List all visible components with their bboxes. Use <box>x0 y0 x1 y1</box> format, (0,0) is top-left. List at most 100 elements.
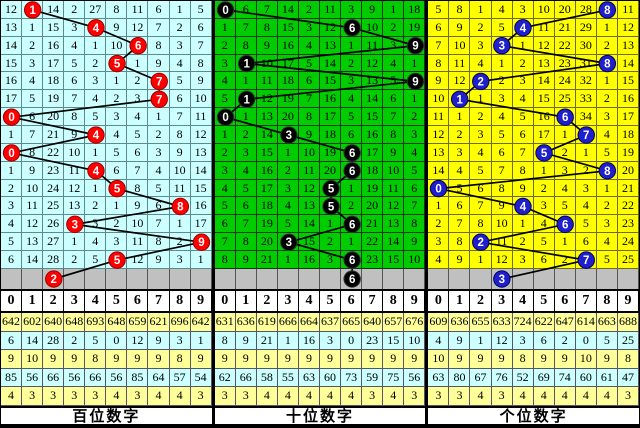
stat-row: 85 56 66 56 66 56 85 64 57 54 <box>1 368 212 387</box>
missing-count-cell: 2 <box>320 233 342 252</box>
missing-count-cell <box>428 179 450 198</box>
missing-count-cell: 2 <box>298 1 320 19</box>
stat-cell: 3 <box>404 387 426 406</box>
missing-count-cell: 14 <box>1 36 23 55</box>
missing-count-cell: 15 <box>256 143 278 162</box>
missing-count-cell <box>106 251 128 269</box>
missing-count-cell: 7 <box>383 108 405 127</box>
stat-cell: 602 <box>22 313 44 332</box>
missing-count-cell: 6 <box>470 179 492 198</box>
missing-count-cell: 7 <box>470 197 492 216</box>
predict-row-cell <box>169 268 191 289</box>
digit-header-cell: 9 <box>618 291 640 311</box>
missing-count-cell: 5 <box>1 233 23 252</box>
stat-cell: 9 <box>491 350 513 369</box>
missing-count-cell: 2 <box>85 197 107 216</box>
stat-cell: 73 <box>341 368 363 387</box>
digit-header-cell: 4 <box>299 291 320 311</box>
missing-count-cell: 20 <box>277 108 299 127</box>
digit-header-cell: 3 <box>64 291 86 311</box>
missing-count-cell: 7 <box>404 197 426 216</box>
missing-count-cell: 11 <box>298 161 320 180</box>
missing-count-cell: 6 <box>127 143 149 162</box>
missing-count-cell: 16 <box>43 36 65 55</box>
missing-count-cell: 7 <box>148 215 170 234</box>
predict-row-cell <box>404 268 426 289</box>
stat-cell: 640 <box>43 313 65 332</box>
missing-count-cell: 3 <box>85 72 107 91</box>
stat-cell: 640 <box>362 313 384 332</box>
panel-tens-digit: 6 7 14 2 11 3 9 1 18 1 7 8 15 3 12 10 2 19 2 8 9 16 4 13 1 11 3 3 10… <box>211 1 426 427</box>
missing-count-cell: 7 <box>127 161 149 180</box>
missing-count-cell: 2 <box>533 179 555 198</box>
missing-count-cell: 5 <box>22 90 44 109</box>
digit-header-cell: 9 <box>404 291 426 311</box>
stat-cell: 666 <box>277 313 299 332</box>
missing-count-cell: 7 <box>64 90 86 109</box>
missing-count-cell: 5 <box>148 179 170 198</box>
missing-count-cell <box>320 179 342 198</box>
stat-cell: 9 <box>1 350 23 369</box>
missing-count-cell: 1 <box>214 126 236 144</box>
missing-count-cell: 18 <box>43 72 65 91</box>
digit-header-cell: 8 <box>383 291 405 311</box>
stat-cell: 52 <box>512 368 534 387</box>
stat-cell: 10 <box>22 350 44 369</box>
missing-count-cell <box>533 143 555 162</box>
missing-count-cell: 6 <box>533 251 555 269</box>
missing-count-cell: 3 <box>127 90 149 109</box>
missing-count-cell: 1 <box>106 72 128 91</box>
predict-row-cell <box>277 268 299 289</box>
missing-count-cell: 7 <box>428 36 450 55</box>
missing-count-cell: 30 <box>575 36 597 55</box>
missing-count-cell: 11 <box>127 1 149 19</box>
missing-count-cell: 21 <box>43 126 65 144</box>
missing-count-cell: 5 <box>491 18 513 37</box>
stat-cell: 9 <box>533 350 555 369</box>
missing-count-cell <box>596 1 618 19</box>
missing-count-cell: 15 <box>383 251 405 269</box>
predict-row-cell <box>428 268 450 289</box>
missing-count-cell: 5 <box>512 108 534 127</box>
digit-header-cell: 6 <box>555 291 576 311</box>
stat-cell: 3 <box>362 387 384 406</box>
stat-cell: 609 <box>428 313 450 332</box>
stat-cell: 9 <box>214 350 236 369</box>
missing-count-cell: 9 <box>449 18 471 37</box>
stat-cell: 6 <box>1 331 23 350</box>
digit-header-cell: 3 <box>492 291 513 311</box>
missing-count-cell: 14 <box>256 126 278 144</box>
missing-count-cell: 3 <box>169 36 191 55</box>
missing-count-cell: 2 <box>596 197 618 216</box>
missing-count-cell: 3 <box>64 18 86 37</box>
missing-count-cell: 5 <box>341 108 363 127</box>
missing-count-cell: 5 <box>575 215 597 234</box>
missing-count-cell: 20 <box>554 1 576 19</box>
missing-count-cell: 3 <box>214 54 236 73</box>
missing-count-cell: 14 <box>190 161 212 180</box>
missing-count-cell: 4 <box>491 108 513 127</box>
missing-count-cell: 15 <box>320 72 342 91</box>
missing-count-cell: 2 <box>169 233 191 252</box>
missing-count-cell <box>341 161 363 180</box>
missing-count-cell: 1 <box>596 72 618 91</box>
missing-count-cell: 1 <box>596 179 618 198</box>
missing-count-cell: 32 <box>575 72 597 91</box>
stat-cell: 4 <box>596 387 618 406</box>
missing-count-cell: 18 <box>617 126 640 144</box>
stat-cell: 8 <box>214 331 236 350</box>
missing-count-cell: 15 <box>533 90 555 109</box>
missing-count-cell: 27 <box>43 233 65 252</box>
missing-count-cell: 3 <box>596 215 618 234</box>
missing-count-cell: 3 <box>596 108 618 127</box>
missing-count-cell: 10 <box>404 251 426 269</box>
missing-count-cell: 10 <box>428 90 450 109</box>
missing-count-cell: 1 <box>106 197 128 216</box>
missing-count-cell: 23 <box>362 251 384 269</box>
missing-count-cell: 11 <box>533 18 555 37</box>
missing-count-cell <box>277 233 299 252</box>
missing-count-cell: 1 <box>428 197 450 216</box>
stat-cell: 80 <box>449 368 471 387</box>
missing-count-cell: 14 <box>617 54 640 73</box>
missing-count-cell: 14 <box>320 54 342 73</box>
